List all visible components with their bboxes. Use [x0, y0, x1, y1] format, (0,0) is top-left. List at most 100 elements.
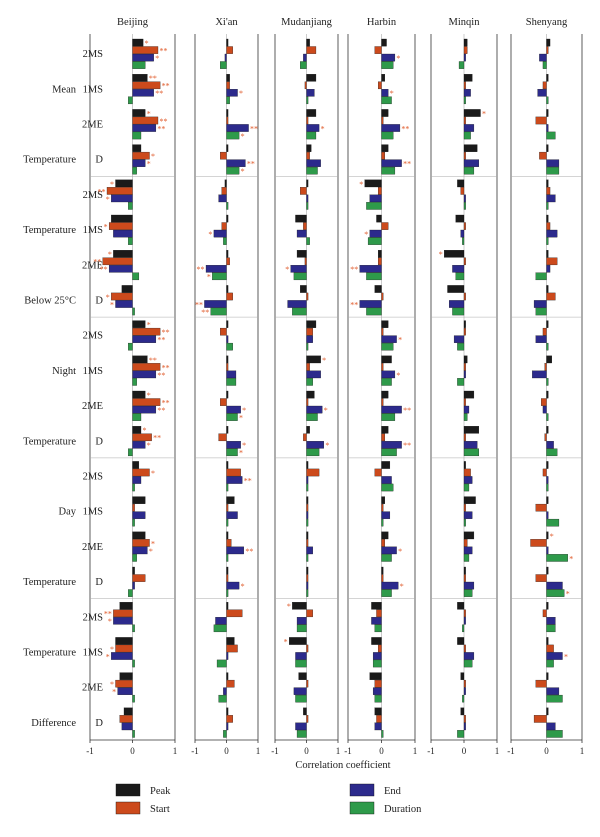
bar-end [132, 546, 148, 555]
bar-duration [128, 202, 133, 210]
bar-duration [132, 554, 137, 562]
bar-start [306, 398, 309, 406]
bar-start [535, 116, 547, 125]
bar-start [541, 398, 547, 406]
bar-end [111, 652, 133, 660]
x-tick-label: 1 [256, 746, 261, 756]
bar-end [381, 441, 402, 449]
significance-marker: * [482, 109, 486, 118]
bar-duration [226, 554, 229, 562]
bar-duration [546, 554, 568, 562]
bar-peak [463, 426, 480, 434]
bar-duration [546, 378, 549, 386]
bar-peak [546, 602, 549, 610]
significance-marker: ** [162, 399, 170, 408]
bar-peak [226, 285, 229, 293]
bar-end [369, 194, 382, 203]
bar-duration [306, 96, 309, 105]
bar-start [381, 327, 384, 336]
bar-duration [546, 589, 565, 597]
bar-peak [226, 496, 235, 504]
significance-marker: * [564, 652, 568, 661]
x-tick-label: 0 [304, 746, 309, 756]
x-tick-label: 0 [462, 746, 467, 756]
group-label: Mean [52, 84, 77, 95]
bar-peak [457, 637, 465, 645]
bar-duration [216, 659, 227, 668]
bar-end [381, 335, 397, 343]
bar-start [220, 151, 227, 160]
bar-duration [463, 131, 471, 140]
bar-end [213, 229, 227, 238]
bar-end [223, 687, 227, 695]
bar-start [381, 503, 384, 512]
bar-peak [457, 602, 465, 610]
bar-end [546, 194, 556, 203]
bar-duration [132, 131, 142, 140]
bar-start [306, 609, 313, 618]
station-title: Minqin [449, 17, 481, 28]
bar-end [546, 722, 556, 731]
legend-label-end: End [384, 786, 402, 797]
bar-peak [306, 355, 321, 364]
bar-peak [546, 179, 549, 188]
bar-peak [460, 707, 465, 716]
bar-peak [381, 426, 389, 434]
bar-end [448, 300, 465, 308]
bar-end [226, 370, 237, 379]
x-tick-label: 1 [495, 746, 500, 756]
significance-marker: * [241, 582, 245, 591]
bar-peak [546, 531, 549, 540]
bar-end [546, 124, 549, 132]
bar-end [218, 194, 227, 203]
bar-start [463, 503, 466, 512]
bar-end [546, 476, 549, 484]
bar-duration [132, 413, 142, 421]
bar-duration [381, 96, 392, 105]
bar-duration [542, 61, 547, 69]
bar-peak [306, 566, 309, 575]
bar-peak [226, 390, 229, 399]
bar-peak [226, 144, 229, 152]
bar-duration [381, 413, 396, 421]
bar-start [463, 644, 466, 653]
bar-peak [463, 38, 468, 47]
bar-duration [295, 694, 307, 703]
significance-marker: * [147, 321, 151, 330]
bar-duration [463, 96, 466, 105]
bar-end [381, 89, 389, 97]
bar-duration [132, 166, 137, 175]
bar-peak [463, 320, 466, 328]
row-labels: 2MS 1MS 2ME D Mean Temperature 2MS 1MS 2ME D Tempe… [23, 49, 103, 729]
significance-marker: ** [401, 124, 409, 133]
significance-marker: * [569, 554, 573, 563]
significance-marker: ** [100, 265, 108, 274]
bar-end [117, 687, 133, 695]
bar-end [226, 722, 229, 731]
bar-duration [546, 96, 549, 105]
bar-end [381, 581, 399, 590]
bar-peak [132, 531, 146, 540]
bar-duration [381, 554, 392, 562]
bar-peak [132, 355, 148, 364]
significance-marker: * [151, 469, 155, 478]
bar-start [226, 116, 229, 125]
bar-peak [226, 566, 229, 575]
bar-end [132, 405, 157, 414]
bar-peak [447, 285, 465, 293]
bar-peak [381, 390, 389, 399]
bar-duration [223, 730, 227, 738]
x-tick-label: 1 [580, 746, 585, 756]
bar-peak [463, 461, 466, 469]
significance-marker: * [239, 89, 243, 98]
bar-duration [296, 624, 307, 633]
bar-end [463, 370, 466, 379]
bar-start [306, 151, 310, 160]
bar-end [132, 53, 154, 62]
significance-marker: ** [245, 547, 253, 556]
bar-start [460, 187, 465, 195]
significance-marker: * [566, 590, 570, 599]
significance-marker: * [364, 230, 368, 239]
bar-start [546, 644, 554, 653]
significance-marker: ** [403, 441, 411, 450]
